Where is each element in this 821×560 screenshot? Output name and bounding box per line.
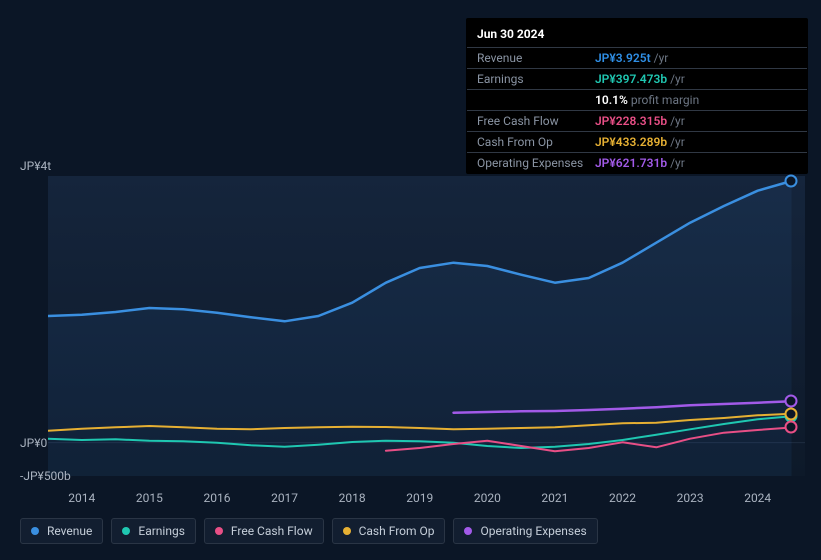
tooltip-metric-value: JP¥3.925t (595, 50, 651, 66)
x-axis-label: 2016 (203, 491, 230, 505)
chart-svg (48, 176, 805, 476)
tooltip-metric-unit: /yr (670, 71, 685, 87)
tooltip-row: Cash From OpJP¥433.289b/yr (467, 131, 807, 152)
tooltip-metric-label: Operating Expenses (477, 155, 595, 171)
tooltip-row: EarningsJP¥397.473b/yr (467, 68, 807, 89)
x-axis-label: 2021 (541, 491, 568, 505)
tooltip-metric-value: JP¥228.315b (595, 113, 667, 129)
end-marker-revenue (785, 175, 798, 188)
legend-chip-cfo[interactable]: Cash From Op (332, 518, 446, 544)
tooltip-metric-value: JP¥433.289b (595, 134, 667, 150)
legend: Revenue Earnings Free Cash Flow Cash From O… (20, 518, 598, 544)
legend-label: Cash From Op (359, 524, 435, 538)
x-axis-label: 2019 (406, 491, 433, 505)
end-marker-opex (785, 395, 798, 408)
end-marker-cfo (785, 407, 798, 420)
tooltip-row: Free Cash FlowJP¥228.315b/yr (467, 110, 807, 131)
legend-label: Earnings (138, 524, 185, 538)
tooltip-row: RevenueJP¥3.925t/yr (467, 47, 807, 68)
tooltip-row: Operating ExpensesJP¥621.731b/yr (467, 152, 807, 173)
x-axis-label: 2022 (609, 491, 636, 505)
legend-chip-earnings[interactable]: Earnings (111, 518, 196, 544)
tooltip-row: 10.1%profit margin (467, 89, 807, 110)
tooltip-metric-value: JP¥397.473b (595, 71, 667, 87)
tooltip-metric-unit: /yr (670, 113, 685, 129)
x-axis-label: 2023 (677, 491, 704, 505)
x-axis-label: 2015 (136, 491, 163, 505)
x-axis-label: 2017 (271, 491, 298, 505)
legend-chip-fcf[interactable]: Free Cash Flow (204, 518, 324, 544)
tooltip-metric-label: Free Cash Flow (477, 113, 595, 129)
legend-label: Free Cash Flow (231, 524, 313, 538)
legend-dot-icon (215, 527, 223, 535)
tooltip-metric-value: 10.1% (595, 92, 628, 108)
x-axis-label: 2014 (68, 491, 95, 505)
tooltip-panel: Jun 30 2024 RevenueJP¥3.925t/yrEarningsJ… (466, 18, 808, 174)
legend-chip-revenue[interactable]: Revenue (20, 518, 103, 544)
legend-label: Operating Expenses (480, 524, 586, 538)
x-axis-label: 2020 (474, 491, 501, 505)
x-axis-label: 2018 (339, 491, 366, 505)
legend-label: Revenue (47, 524, 92, 538)
tooltip-metric-unit: profit margin (631, 92, 699, 108)
legend-dot-icon (464, 527, 472, 535)
legend-dot-icon (31, 527, 39, 535)
legend-dot-icon (343, 527, 351, 535)
x-axis-label: 2024 (744, 491, 771, 505)
tooltip-metric-label: Earnings (477, 71, 595, 87)
legend-chip-opex[interactable]: Operating Expenses (453, 518, 597, 544)
tooltip-metric-label: Revenue (477, 50, 595, 66)
tooltip-metric-value: JP¥621.731b (595, 155, 667, 171)
tooltip-metric-label: Cash From Op (477, 134, 595, 150)
legend-dot-icon (122, 527, 130, 535)
tooltip-metric-unit: /yr (654, 50, 669, 66)
tooltip-metric-unit: /yr (670, 134, 685, 150)
chart-screenshot: Jun 30 2024 RevenueJP¥3.925t/yrEarningsJ… (0, 0, 821, 560)
tooltip-metric-unit: /yr (670, 155, 685, 171)
end-marker-fcf (785, 421, 798, 434)
tooltip-date: Jun 30 2024 (467, 23, 807, 47)
chart-area (48, 176, 805, 476)
